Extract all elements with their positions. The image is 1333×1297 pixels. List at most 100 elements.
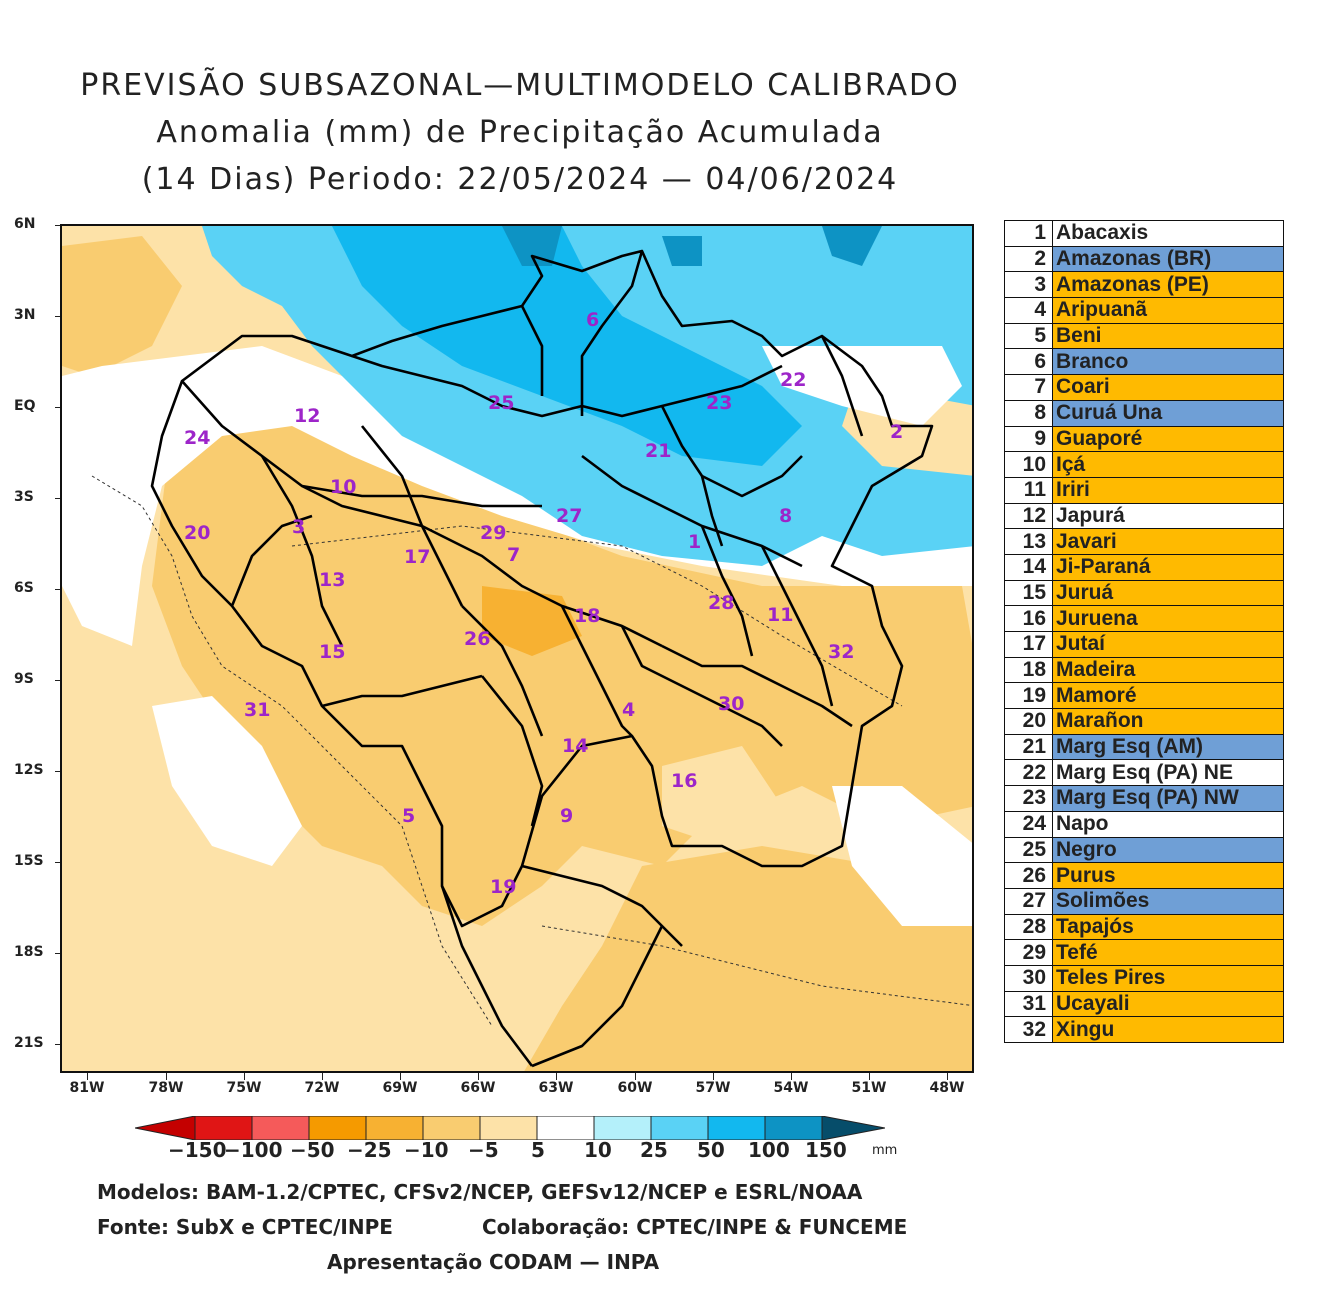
- basin-number: 21: [1004, 733, 1053, 761]
- lat-label: 3S: [14, 489, 34, 505]
- basin-row: 3 Amazonas (PE): [1004, 271, 1284, 299]
- colorbar-label: 100: [748, 1138, 790, 1162]
- anomaly-field-orange: [62, 236, 182, 376]
- lat-label: 15S: [14, 853, 44, 869]
- basin-number: 24: [1004, 810, 1053, 838]
- basin-row: 30 Teles Pires: [1004, 964, 1284, 992]
- lat-tick: [55, 225, 62, 226]
- lon-tick: [244, 1073, 245, 1080]
- title-line-1: PREVISÃO SUBSAZONAL—MULTIMODELO CALIBRAD…: [80, 68, 960, 103]
- basin-number: 28: [1004, 913, 1053, 941]
- basin-label: 23: [706, 392, 732, 414]
- basin-number: 25: [1004, 836, 1053, 864]
- basin-label: 11: [767, 604, 793, 626]
- colorbar-segment: [422, 1116, 481, 1140]
- lon-tick: [322, 1073, 323, 1080]
- basin-label: 21: [645, 440, 671, 462]
- colorbar-label: 150: [805, 1138, 847, 1162]
- basin-name: Iriri: [1052, 476, 1284, 504]
- lon-label: 75W: [226, 1080, 262, 1096]
- basin-row: 14 Ji-Paraná: [1004, 553, 1284, 581]
- colorbar-label: −50: [290, 1138, 335, 1162]
- lon-label: 48W: [929, 1080, 965, 1096]
- basin-number: 3: [1004, 271, 1053, 299]
- basin-name: Xingu: [1052, 1016, 1284, 1043]
- footer-source: Fonte: SubX e CPTEC/INPE: [97, 1215, 393, 1239]
- basin-label: 3: [292, 516, 305, 538]
- colorbar-label: 50: [697, 1138, 725, 1162]
- basin-name: Javari: [1052, 528, 1284, 555]
- basin-row: 1 Abacaxis: [1004, 220, 1284, 247]
- colorbar-segment: [707, 1116, 766, 1140]
- basin-label: 18: [574, 605, 600, 627]
- colorbar-label: −25: [347, 1138, 392, 1162]
- basin-number: 6: [1004, 348, 1053, 376]
- basin-label: 30: [718, 693, 744, 715]
- lat-tick: [55, 680, 62, 681]
- colorbar-label: −10: [404, 1138, 449, 1162]
- basin-label: 4: [622, 699, 635, 721]
- colorbar-segment: [308, 1116, 367, 1140]
- basin-row: 19 Mamoré: [1004, 682, 1284, 710]
- basin-name: Ji-Paraná: [1052, 553, 1284, 581]
- basin-row: 2 Amazonas (BR): [1004, 245, 1284, 273]
- lon-label: 54W: [773, 1080, 809, 1096]
- anomaly-field-darkest-blue: [502, 226, 562, 266]
- basin-row: 27 Solimões: [1004, 887, 1284, 915]
- basin-label: 22: [780, 369, 806, 391]
- basin-row: 20 Marañon: [1004, 708, 1284, 735]
- basin-row: 10 Içá: [1004, 451, 1284, 478]
- basin-label: 9: [560, 805, 573, 827]
- basin-row: 16 Juruena: [1004, 605, 1284, 632]
- colorbar-arrow-right: [821, 1116, 885, 1140]
- basin-row: 18 Madeira: [1004, 656, 1284, 684]
- basin-row: 21 Marg Esq (AM): [1004, 733, 1284, 761]
- anomaly-field-white: [762, 346, 962, 426]
- colorbar-label: 25: [640, 1138, 668, 1162]
- lat-label: 6N: [14, 216, 36, 232]
- basin-name: Marg Esq (AM): [1052, 733, 1284, 761]
- basin-row: 25 Negro: [1004, 836, 1284, 864]
- footer-presentation: Apresentação CODAM — INPA: [327, 1250, 660, 1274]
- basin-row: 7 Coari: [1004, 374, 1284, 401]
- lon-label: 78W: [148, 1080, 184, 1096]
- basin-name: Amazonas (BR): [1052, 245, 1284, 273]
- lon-label: 57W: [695, 1080, 731, 1096]
- basin-number: 31: [1004, 990, 1053, 1018]
- lon-tick: [166, 1073, 167, 1080]
- anomaly-field-white: [62, 346, 972, 646]
- title-line-2: Anomalia (mm) de Precipitação Acumulada: [156, 115, 884, 150]
- basin-name: Juruá: [1052, 579, 1284, 607]
- lon-tick: [635, 1073, 636, 1080]
- basin-label: 31: [244, 699, 270, 721]
- lon-tick: [869, 1073, 870, 1080]
- basin-row: 29 Tefé: [1004, 939, 1284, 966]
- basin-number: 4: [1004, 297, 1053, 324]
- basin-name: Içá: [1052, 451, 1284, 478]
- basin-row: 24 Napo: [1004, 810, 1284, 838]
- lon-tick: [947, 1073, 948, 1080]
- basin-row: 31 Ucayali: [1004, 990, 1284, 1018]
- basin-label: 28: [708, 592, 734, 614]
- lon-label: 66W: [460, 1080, 496, 1096]
- basin-outlines: [150, 249, 934, 1068]
- lat-label: 18S: [14, 944, 44, 960]
- lat-tick: [55, 498, 62, 499]
- lon-tick: [556, 1073, 557, 1080]
- basin-legend-body: 1 Abacaxis 2 Amazonas (BR) 3 Amazonas (PE) 4 Ar…: [1004, 220, 1284, 1043]
- colorbar-label: 10: [584, 1138, 612, 1162]
- basin-label: 16: [671, 770, 697, 792]
- basin-name: Curuá Una: [1052, 399, 1284, 427]
- basin-label: 5: [402, 805, 415, 827]
- anomaly-field-white: [152, 696, 302, 866]
- lon-label: 69W: [382, 1080, 418, 1096]
- colorbar: [135, 1116, 885, 1140]
- lat-tick: [55, 407, 62, 408]
- lat-label: 9S: [14, 671, 34, 687]
- basin-label: 20: [184, 522, 210, 544]
- basin-row: 28 Tapajós: [1004, 913, 1284, 941]
- colorbar-segment: [764, 1116, 823, 1140]
- lon-label: 51W: [851, 1080, 887, 1096]
- basin-name: Amazonas (PE): [1052, 271, 1284, 299]
- basin-row: 12 Japurá: [1004, 502, 1284, 530]
